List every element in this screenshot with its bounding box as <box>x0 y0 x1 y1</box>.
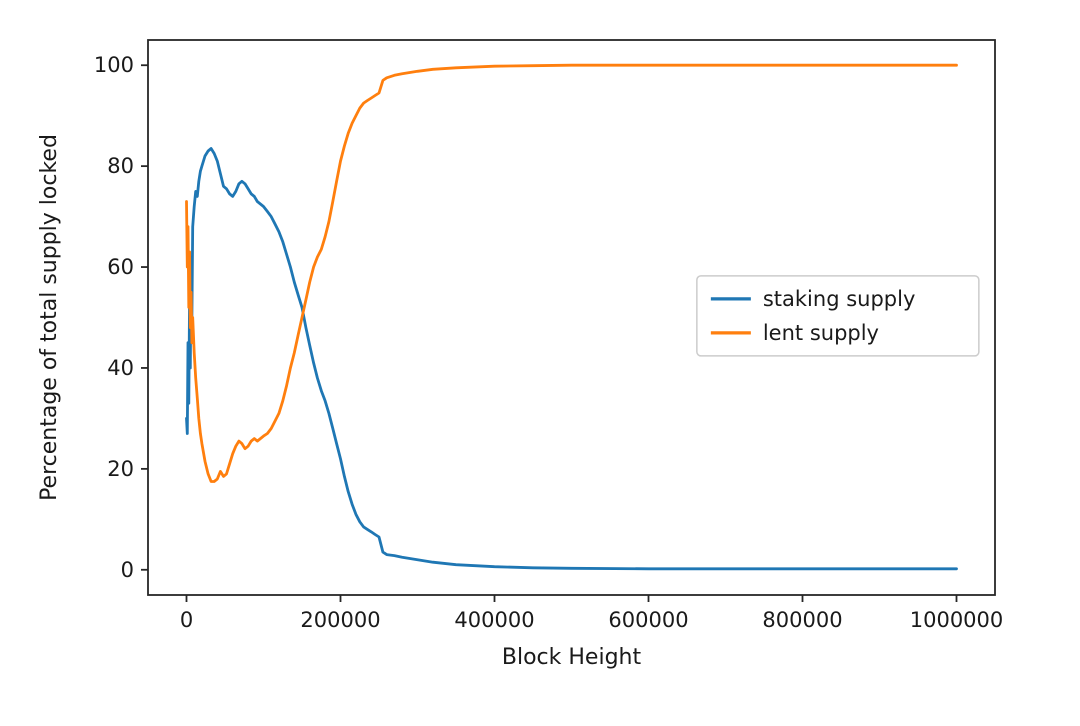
x-tick-label: 200000 <box>300 608 380 632</box>
legend-box <box>696 275 980 357</box>
series-line-staking-supply <box>185 147 958 571</box>
axes-box <box>147 39 996 596</box>
series-line-lent-supply <box>185 63 958 483</box>
x-tick-label: 0 <box>180 608 193 632</box>
x-tick-label: 1000000 <box>910 608 1004 632</box>
y-tick-label: 60 <box>107 255 134 279</box>
x-tick-label: 600000 <box>608 608 688 632</box>
x-tick-label: 800000 <box>762 608 842 632</box>
legend-label: staking supply <box>763 287 916 311</box>
y-tick-label: 80 <box>107 154 134 178</box>
x-axis-label: Block Height <box>502 645 642 670</box>
y-tick-label: 0 <box>121 558 134 582</box>
legend: staking supply lent supply <box>696 275 980 357</box>
y-axis-label: Percentage of total supply locked <box>37 134 62 501</box>
y-tick-label: 100 <box>94 53 134 77</box>
legend-label: lent supply <box>763 321 879 345</box>
y-tick-label: 20 <box>107 457 134 481</box>
y-tick-label: 40 <box>107 356 134 380</box>
x-tick-label: 400000 <box>454 608 534 632</box>
